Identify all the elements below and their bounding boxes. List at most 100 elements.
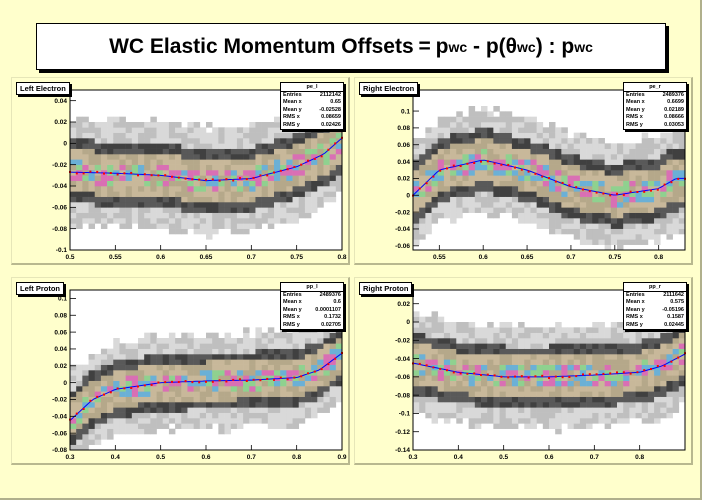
- heatmap-cell: [474, 359, 482, 365]
- heatmap-cell: [487, 202, 494, 208]
- heatmap-cell: [443, 327, 451, 333]
- heatmap-cell: [199, 191, 207, 197]
- heatmap-cell: [131, 122, 139, 128]
- heatmap-cell: [175, 212, 182, 219]
- heatmap-cell: [193, 132, 201, 139]
- heatmap-cell: [542, 348, 550, 355]
- heatmap-cell: [131, 343, 139, 349]
- profile-point: [245, 380, 248, 382]
- heatmap-cell: [647, 348, 655, 355]
- heatmap-cell: [555, 207, 562, 213]
- heatmap-cell: [304, 375, 312, 381]
- heatmap-cell: [481, 138, 488, 144]
- heatmap-cell: [598, 170, 605, 176]
- heatmap-cell: [94, 186, 102, 192]
- heatmap-cell: [425, 354, 432, 360]
- heatmap-cell: [70, 434, 77, 440]
- heatmap-cell: [431, 375, 439, 381]
- heatmap-cell: [579, 391, 587, 397]
- heatmap-cell: [468, 423, 476, 429]
- heatmap-cell: [499, 202, 507, 208]
- heatmap-cell: [437, 343, 445, 349]
- heatmap-cell: [598, 391, 605, 397]
- heatmap-cell: [413, 311, 420, 317]
- heatmap-cell: [641, 143, 649, 149]
- profile-point: [293, 166, 296, 168]
- heatmap-cell: [107, 164, 114, 171]
- heatmap-cell: [100, 154, 108, 160]
- heatmap-cell: [462, 175, 469, 181]
- heatmap-cell: [255, 202, 262, 208]
- heatmap-cell: [304, 127, 312, 133]
- heatmap-cell: [474, 180, 482, 187]
- heatmap-cell: [530, 391, 537, 397]
- heatmap-cell: [150, 423, 157, 429]
- heatmap-cell: [280, 191, 287, 197]
- pad-left-proton[interactable]: 0.3 0.4 0.5 0.6 0.7 0.8 0.9 -0.08 -0.06 -0.04 -0.0…: [11, 277, 350, 465]
- heatmap-cell: [431, 316, 439, 323]
- heatmap-cell: [119, 423, 126, 429]
- heatmap-cell: [629, 196, 636, 203]
- heatmap-cell: [329, 159, 337, 165]
- y-tick-label: -0.08: [395, 392, 410, 399]
- heatmap-cell: [419, 159, 426, 165]
- heatmap-cell: [292, 348, 300, 355]
- heatmap-cell: [125, 380, 133, 387]
- heatmap-cell: [493, 106, 500, 112]
- heatmap-cell: [666, 396, 673, 403]
- pad-right-proton[interactable]: 0.3 0.4 0.5 0.6 0.7 0.8 -0.14 -0.12 -0.1 -0.08 -0.…: [354, 277, 693, 465]
- heatmap-cell: [493, 396, 500, 403]
- heatmap-cell: [623, 234, 630, 240]
- heatmap-cell: [549, 332, 556, 339]
- heatmap-cell: [335, 354, 343, 360]
- heatmap-cell: [335, 370, 343, 376]
- pad-right-electron[interactable]: 0.55 0.6 0.65 0.7 0.75 0.8 -0.06 -0.04 -0.02 0 0.0…: [354, 77, 693, 265]
- heatmap-cell: [443, 154, 451, 160]
- heatmap-cell: [598, 164, 605, 171]
- profile-point: [677, 356, 680, 359]
- heatmap-cell: [175, 402, 182, 408]
- heatmap-cell: [641, 407, 649, 413]
- heatmap-cell: [100, 348, 108, 355]
- heatmap-cell: [206, 175, 213, 181]
- heatmap-cell: [635, 396, 643, 403]
- heatmap-cell: [530, 212, 537, 219]
- heatmap-cell: [511, 354, 519, 360]
- heatmap-cell: [542, 391, 550, 397]
- heatmap-cell: [156, 170, 164, 176]
- pad-left-electron[interactable]: 0.5 0.55 0.6 0.65 0.7 0.75 0.8 -0.1 -0.08 -0.06 -0…: [11, 77, 350, 265]
- heatmap-cell: [617, 354, 624, 360]
- heatmap-cell: [437, 370, 445, 376]
- heatmap-cell: [654, 327, 661, 333]
- heatmap-cell: [592, 154, 599, 160]
- heatmap-cell: [144, 218, 151, 224]
- heatmap-cell: [443, 202, 451, 208]
- heatmap-cell: [579, 412, 587, 419]
- heatmap-cell: [218, 170, 225, 176]
- profile-point: [184, 177, 187, 180]
- stats-value: 2489376: [662, 92, 684, 98]
- x-tick-label: 0.7: [247, 454, 256, 461]
- heatmap-cell: [317, 338, 324, 344]
- heatmap-cell: [181, 375, 188, 381]
- heatmap-cell: [487, 164, 494, 171]
- heatmap-cell: [286, 418, 293, 424]
- heatmap-cell: [175, 218, 182, 224]
- heatmap-cell: [88, 212, 96, 219]
- heatmap-cell: [567, 332, 575, 339]
- heatmap-cell: [431, 359, 439, 365]
- heatmap-cell: [573, 207, 581, 213]
- heatmap-cell: [335, 127, 343, 133]
- heatmap-cell: [641, 212, 649, 219]
- heatmap-cell: [524, 343, 531, 349]
- heatmap-cell: [555, 175, 562, 181]
- heatmap-cell: [641, 132, 649, 139]
- heatmap-cell: [70, 391, 77, 397]
- heatmap-cell: [413, 359, 420, 365]
- profile-point: [588, 190, 591, 193]
- heatmap-cell: [573, 196, 581, 203]
- heatmap-cell: [230, 191, 238, 197]
- heatmap-cell: [125, 138, 133, 144]
- heatmap-cell: [317, 380, 324, 387]
- heatmap-cell: [94, 380, 102, 387]
